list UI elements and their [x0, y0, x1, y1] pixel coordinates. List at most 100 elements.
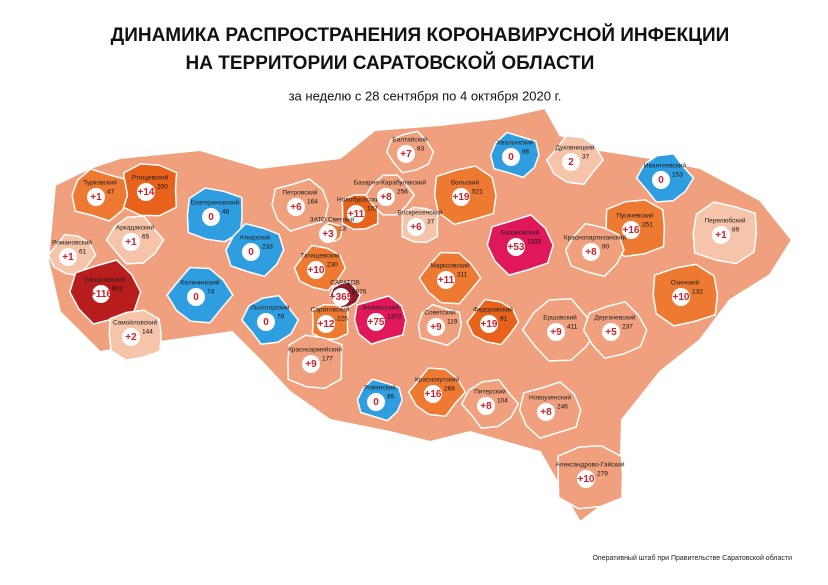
district-delta: 0	[248, 247, 254, 258]
delta-badge	[122, 328, 140, 346]
district-name: Базарно-Карабулакский	[354, 179, 427, 187]
district-total: 104	[497, 398, 508, 405]
district-name: Петровский	[282, 189, 317, 197]
district-name: Ровенский	[364, 384, 396, 392]
district-total: 89	[732, 227, 740, 234]
district-name: Турковский	[83, 179, 117, 187]
district-name: Новобурасский	[337, 196, 383, 204]
district-total: 233	[262, 244, 273, 251]
district-name: Романовский	[52, 239, 92, 247]
district-total: 86	[522, 149, 530, 156]
district-total: 61	[79, 249, 87, 256]
delta-badge	[242, 243, 260, 261]
district-name: Балашовский	[85, 276, 126, 284]
district-name: Перелюбский	[705, 217, 746, 225]
delta-badge	[602, 323, 620, 341]
delta-badge	[307, 261, 325, 279]
district-delta: +3	[322, 229, 334, 240]
title: ДИНАМИКА РАСПРОСТРАНЕНИЯ КОРОНАВИРУСНОЙ …	[111, 24, 730, 46]
district-total: 70	[277, 314, 285, 321]
district-total: 256	[397, 189, 408, 196]
district-delta: +75	[368, 317, 385, 328]
district-name: Пугачевский	[616, 212, 654, 220]
district-total: 164	[307, 199, 318, 206]
district-delta: +19	[481, 319, 498, 330]
district-total: 200	[157, 184, 168, 191]
district-delta: +8	[585, 247, 597, 258]
delta-badge	[437, 271, 455, 289]
district-name: Ивантеевский	[644, 162, 686, 170]
district-name: Екатериновский	[191, 199, 240, 207]
district-total: 237	[622, 324, 633, 331]
district-total: 230	[327, 262, 338, 269]
district-name: Александрово-Гайский	[555, 461, 624, 469]
district-total: 246	[557, 404, 568, 411]
delta-badge	[377, 188, 395, 206]
district-name: Лысогорский	[251, 304, 290, 312]
district-total: 74	[207, 289, 215, 296]
district-name: Федоровский	[473, 306, 513, 314]
district-delta: +9	[305, 359, 317, 370]
delta-badge	[672, 288, 690, 306]
district-delta: +365	[330, 292, 353, 303]
delta-badge	[502, 148, 520, 166]
district-total: 601	[112, 286, 123, 293]
district-total: 37	[427, 219, 435, 226]
delta-badge	[397, 145, 415, 163]
district-total: 132	[692, 289, 703, 296]
district-total: 83	[417, 146, 425, 153]
district-delta: +116	[90, 289, 112, 300]
district-delta: +11	[348, 209, 365, 220]
district-delta: +16	[425, 389, 442, 400]
district-total: 48	[222, 209, 230, 216]
district-name: Новоузенский	[529, 394, 571, 402]
district-delta: +7	[400, 149, 412, 160]
district-total: 521	[472, 189, 483, 196]
district-name: Воскресенский	[397, 209, 442, 217]
district-name: Краснопартизанский	[564, 234, 627, 242]
district-total: 1373	[387, 314, 402, 321]
district-name: Аткарский	[240, 234, 271, 242]
district-name: Питерский	[474, 388, 506, 396]
delta-badge	[317, 315, 335, 333]
district-delta: +19	[453, 192, 470, 203]
district-name: Вольский	[451, 179, 480, 187]
district-total: 119	[447, 319, 458, 326]
delta-badge	[319, 225, 337, 243]
delta-badge	[407, 218, 425, 236]
district-name: Озинский	[671, 279, 700, 287]
district-name: Балаковский	[501, 229, 540, 237]
delta-badge	[137, 183, 155, 201]
delta-badge	[424, 385, 442, 403]
district-name: Энгельсский	[361, 304, 399, 312]
district-name: Ершовский	[543, 314, 577, 322]
district-delta: +1	[62, 252, 74, 263]
district-delta: +10	[578, 474, 595, 485]
district-name: Советский	[424, 309, 456, 317]
district-delta: +1	[715, 230, 727, 241]
delta-badge	[562, 153, 580, 171]
district-delta: 0	[373, 397, 379, 408]
district-name: Аркадакский	[116, 224, 155, 232]
delta-badge	[122, 233, 140, 251]
title: НА ТЕРРИТОРИИ САРАТОВСКОЙ ОБЛАСТИ	[186, 52, 595, 74]
delta-badge	[547, 323, 565, 341]
delta-badge	[87, 188, 105, 206]
district-total: 47	[107, 189, 115, 196]
district-total: 1333	[527, 239, 542, 246]
district-delta: +53	[508, 242, 525, 253]
delta-badge	[202, 208, 220, 226]
district-total: 85	[387, 394, 395, 401]
district-total: 37	[582, 154, 590, 161]
district-delta: +1	[125, 237, 137, 248]
district-delta: +11	[438, 275, 455, 286]
district-delta: +5	[605, 327, 617, 338]
delta-badge	[367, 313, 385, 331]
delta-badge	[367, 393, 385, 411]
district-delta: +8	[380, 192, 392, 203]
delta-badge	[652, 171, 670, 189]
district-delta: +9	[430, 322, 442, 333]
district-name: Калининский	[181, 279, 220, 287]
delta-badge	[452, 188, 470, 206]
